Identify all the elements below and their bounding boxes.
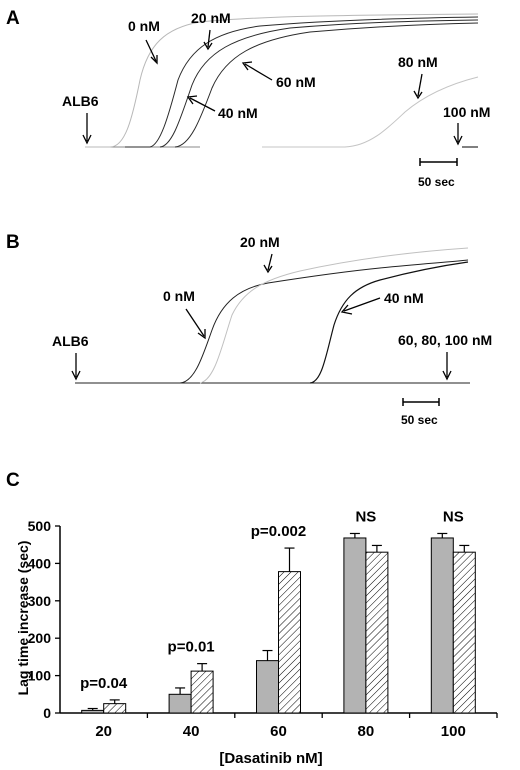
trace-b-0nM xyxy=(179,259,469,384)
arrow-a-100nM xyxy=(453,123,463,146)
y-tick-label: 300 xyxy=(28,593,52,609)
chart-annotations: p=0.04 p=0.01 p=0.002 NS NS xyxy=(80,508,464,691)
trace-b-40nM xyxy=(309,261,469,384)
panel-c: C Lag time increase (sec) [Dasatinib nM]… xyxy=(6,470,498,767)
y-tick-label: 0 xyxy=(43,705,51,721)
y-tick-label: 100 xyxy=(28,668,52,684)
bar-control xyxy=(81,709,105,714)
arrow-b-60-100nM xyxy=(442,352,452,381)
significance-label: p=0.04 xyxy=(80,675,128,692)
trace-b-20nM xyxy=(199,247,469,384)
x-tick-label: 80 xyxy=(358,723,375,740)
agonist-arrow-b xyxy=(71,353,81,381)
arrow-a-0nM xyxy=(145,39,158,65)
trace-a-20nM xyxy=(125,16,479,148)
bar-treated xyxy=(190,670,214,714)
x-axis-title: [Dasatinib nM] xyxy=(219,750,322,767)
agonist-label-b: ALB6 xyxy=(52,333,89,349)
panel-b-letter: B xyxy=(6,232,20,253)
scale-bar-a-label: 50 sec xyxy=(418,175,455,189)
agonist-label-a: ALB6 xyxy=(62,93,99,109)
bar-control xyxy=(256,660,279,714)
panel-c-letter: C xyxy=(6,470,20,491)
y-tick-label: 500 xyxy=(28,518,52,534)
label-a-80nM: 80 nM xyxy=(398,54,438,70)
label-a-40nM: 40 nM xyxy=(218,105,258,121)
scale-bar-a xyxy=(419,158,458,166)
bar-treated xyxy=(103,703,127,714)
trace-a-60nM xyxy=(174,22,479,148)
chart-ticks: 0 100 200 300 400 500 20 40 60 80 100 xyxy=(28,518,498,740)
trace-a-80nM xyxy=(262,76,479,148)
bar-treated xyxy=(278,571,301,714)
x-tick-label: 20 xyxy=(95,723,112,740)
label-a-0nM: 0 nM xyxy=(128,18,160,34)
y-axis-title: Lag time increase (sec) xyxy=(15,541,31,696)
arrow-a-20nM xyxy=(203,29,213,51)
arrow-b-20nM xyxy=(263,253,273,274)
chart-bars xyxy=(81,532,476,714)
significance-label: p=0.002 xyxy=(251,523,306,540)
arrow-a-40nM xyxy=(186,95,216,112)
bar-control xyxy=(343,537,367,714)
label-b-60-100nM: 60, 80, 100 nM xyxy=(398,332,492,348)
scale-bar-b xyxy=(402,398,440,406)
label-a-20nM: 20 nM xyxy=(191,10,231,26)
bar-control xyxy=(168,693,192,714)
panel-a-letter: A xyxy=(6,8,20,29)
significance-label: p=0.01 xyxy=(168,639,215,656)
y-tick-label: 200 xyxy=(28,630,52,646)
trace-a-0nM xyxy=(85,13,479,148)
arrow-b-0nM xyxy=(185,308,206,340)
bar-control xyxy=(430,537,454,714)
agonist-arrow-a xyxy=(82,113,92,145)
x-tick-label: 100 xyxy=(441,723,466,740)
label-a-100nM: 100 nM xyxy=(443,104,490,120)
x-tick-label: 40 xyxy=(183,723,200,740)
scale-bar-b-label: 50 sec xyxy=(401,413,438,427)
significance-label: NS xyxy=(355,508,376,525)
panel-a: A ALB6 0 nM 20 nM 60 nM 40 n xyxy=(6,8,490,189)
label-b-0nM: 0 nM xyxy=(163,288,195,304)
y-tick-label: 400 xyxy=(28,555,52,571)
arrow-b-40nM xyxy=(340,297,381,315)
arrow-a-60nM xyxy=(241,61,273,81)
label-b-40nM: 40 nM xyxy=(384,290,424,306)
significance-label: NS xyxy=(443,508,464,525)
x-tick-label: 60 xyxy=(270,723,287,740)
label-b-20nM: 20 nM xyxy=(240,234,280,250)
trace-a-40nM xyxy=(159,19,479,148)
bar-treated xyxy=(365,551,389,714)
panel-b: B ALB6 20 nM 0 nM 40 nM 60, 80, 100 nM xyxy=(6,232,492,427)
arrow-a-80nM xyxy=(413,73,423,100)
bar-treated xyxy=(452,551,476,714)
label-a-60nM: 60 nM xyxy=(276,74,316,90)
